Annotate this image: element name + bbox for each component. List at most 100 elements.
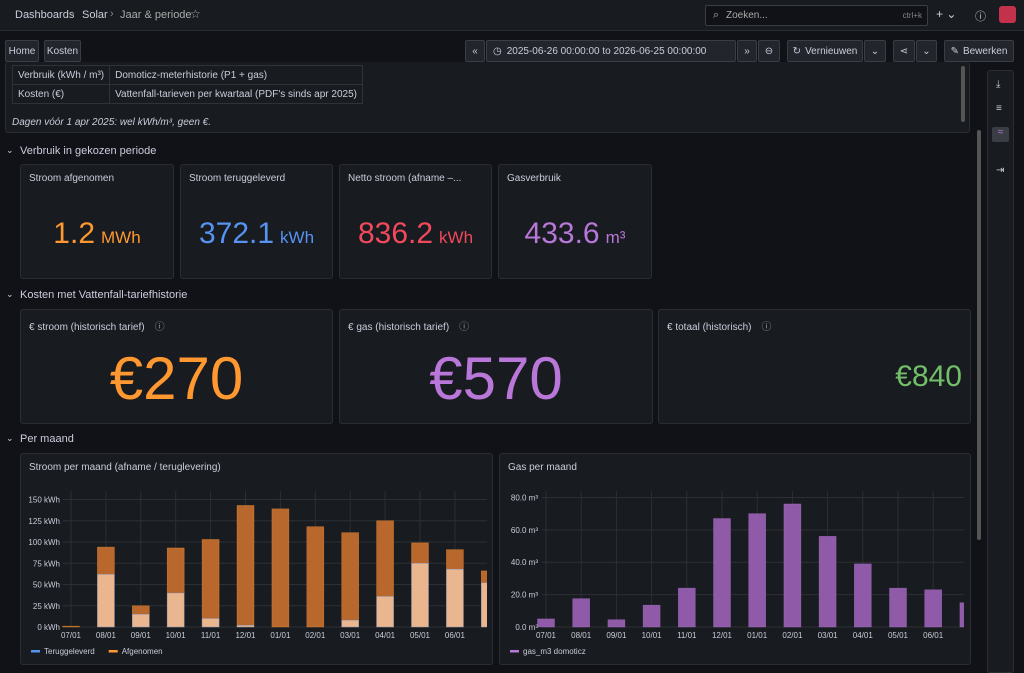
clock-icon: ◷ <box>493 45 502 57</box>
stat-prefix: € <box>109 345 144 412</box>
bar <box>271 508 290 628</box>
sidebar-icon[interactable]: ⇥ <box>996 165 1005 176</box>
info-note: Dagen vóór 1 apr 2025: wel kWh/m³, geen … <box>12 117 211 128</box>
sidebar-icon[interactable]: ≡ <box>996 103 1002 114</box>
title-text: € totaal (historisch) <box>667 322 752 333</box>
stat-panel: Stroom teruggeleverd 372.1 kWh <box>180 164 333 279</box>
y-tick-label: 20.0 m³ <box>511 591 538 600</box>
time-back[interactable]: « <box>465 40 485 62</box>
info-icon: ⓘ <box>154 322 165 333</box>
x-tick-label: 12/01 <box>235 631 256 640</box>
panel-title: € gas (historisch tarief) ⓘ <box>348 318 469 333</box>
separator: › <box>110 8 114 20</box>
stat-prefix: € <box>895 360 912 393</box>
legend-swatch <box>108 650 118 653</box>
legend-swatch <box>31 650 40 653</box>
x-tick-label: 01/01 <box>747 631 768 640</box>
bar <box>889 587 907 628</box>
y-tick-label: 125 kWh <box>28 517 60 526</box>
x-tick-label: 08/01 <box>96 631 117 640</box>
bar <box>572 598 590 628</box>
x-tick-label: 05/01 <box>410 631 431 640</box>
row-title[interactable]: Verbruik in gekozen periode <box>20 145 157 157</box>
sidebar-icon[interactable]: ⤓ <box>996 79 1001 90</box>
chart: 0 kWh 25 kWh 50 kWh 75 kWh 100 kWh 125 kWh 150… <box>28 491 487 656</box>
row-title[interactable]: Per maand <box>20 433 74 445</box>
bar <box>480 582 487 628</box>
link-button[interactable]: Home <box>5 40 39 62</box>
stat-prefix: € <box>429 345 463 412</box>
star-icon[interactable]: ☆ <box>190 7 201 21</box>
info-row: Kosten (€) Vattenfall-tarieven per kwarta… <box>11 84 363 104</box>
bar <box>236 505 255 628</box>
stat-value-box: 1.2 MWh <box>21 217 173 251</box>
refresh-button[interactable]: ↻ Vernieuwen <box>787 40 863 62</box>
x-tick-label: 11/01 <box>201 631 221 640</box>
link-button[interactable]: Kosten <box>44 40 81 62</box>
stat-value-box: €840 <box>895 360 962 394</box>
time-picker[interactable]: ◷ 2025-06-26 00:00:00 to 2026-06-25 00:00… <box>486 40 736 62</box>
sidebar-icon-active[interactable]: ≈ <box>992 127 1009 142</box>
top-bar: Dashboards › Solar › Jaar & periode ☆ ⌕ … <box>0 0 1024 31</box>
bar <box>132 613 150 628</box>
page-scrollbar[interactable] <box>977 130 981 540</box>
legend-label: Teruggeleverd <box>44 647 95 656</box>
bar <box>97 574 115 628</box>
title-text: € stroom (historisch tarief) <box>29 322 145 333</box>
x-tick-label: 07/01 <box>536 631 557 640</box>
info-panel: Verbruik (kWh / m³) Domoticz-meterhistori… <box>5 62 970 133</box>
stat-value-box: 372.1 kWh <box>181 217 332 251</box>
bar <box>341 619 360 628</box>
bar <box>376 596 394 628</box>
time-forward[interactable]: » <box>737 40 757 62</box>
y-tick-label: 40.0 m³ <box>511 558 538 567</box>
bar <box>166 592 185 628</box>
help-icon[interactable]: ⓘ <box>975 11 986 23</box>
x-tick-label: 10/01 <box>166 631 187 640</box>
y-tick-label: 150 kWh <box>28 496 60 505</box>
stat-value: 372.1 <box>198 217 275 250</box>
x-tick-label: 02/01 <box>782 631 803 640</box>
info-row: Verbruik (kWh / m³) Domoticz-meterhistori… <box>11 65 363 85</box>
breadcrumb: Jaar & periode <box>120 9 192 21</box>
breadcrumb[interactable]: Dashboards <box>15 9 75 21</box>
y-tick-label: 75 kWh <box>33 559 60 568</box>
edit-label: Bewerken <box>962 45 1008 57</box>
stat-value-box: 433.6 m³ <box>499 217 651 251</box>
row-title[interactable]: Kosten met Vattenfall-tariefhistorie <box>20 289 188 301</box>
cell: Kosten (€) <box>11 84 111 104</box>
title-text: € gas (historisch tarief) <box>348 322 450 333</box>
scrollbar[interactable] <box>961 66 965 122</box>
stat-value: 840 <box>911 360 962 393</box>
panel-title: € stroom (historisch tarief) ⓘ <box>29 318 165 333</box>
row-chevron[interactable]: ⌄ <box>6 433 14 443</box>
row-chevron[interactable]: ⌄ <box>6 145 14 155</box>
share-menu[interactable]: ⌄ <box>916 40 937 62</box>
search-box[interactable]: ⌕ Zoeken... ctrl+k <box>705 5 928 26</box>
avatar[interactable] <box>999 6 1016 23</box>
chart-panel: Stroom per maand (afname / teruglevering… <box>20 453 493 665</box>
add-icon[interactable]: + ⌄ <box>936 7 957 21</box>
x-tick-label: 08/01 <box>571 631 592 640</box>
bar <box>678 587 696 628</box>
bars <box>62 491 487 628</box>
x-tick-label: 03/01 <box>818 631 839 640</box>
stat-unit: MWh <box>101 228 141 247</box>
bars <box>537 491 964 628</box>
share-button[interactable]: ⋖ <box>893 40 915 62</box>
cell: Vattenfall-tarieven per kwartaal (PDF's … <box>109 84 363 104</box>
row-chevron[interactable]: ⌄ <box>6 289 14 299</box>
breadcrumb[interactable]: Solar <box>82 9 108 21</box>
y-tick-label: 25 kWh <box>33 602 60 611</box>
edit-button[interactable]: ✎ Bewerken <box>944 40 1014 62</box>
info-table: Verbruik (kWh / m³) Domoticz-meterhistori… <box>11 65 363 104</box>
zoom-out[interactable]: ⊖ <box>758 40 780 62</box>
stat-panel: Gasverbruik 433.6 m³ <box>498 164 652 279</box>
bar <box>201 618 220 628</box>
bar <box>853 563 872 628</box>
edit-icon: ✎ <box>950 45 959 57</box>
refresh-menu[interactable]: ⌄ <box>864 40 886 62</box>
bar <box>236 625 255 628</box>
refresh-icon: ↻ <box>792 45 802 57</box>
stat-value-box: 836.2 kWh <box>340 217 491 251</box>
